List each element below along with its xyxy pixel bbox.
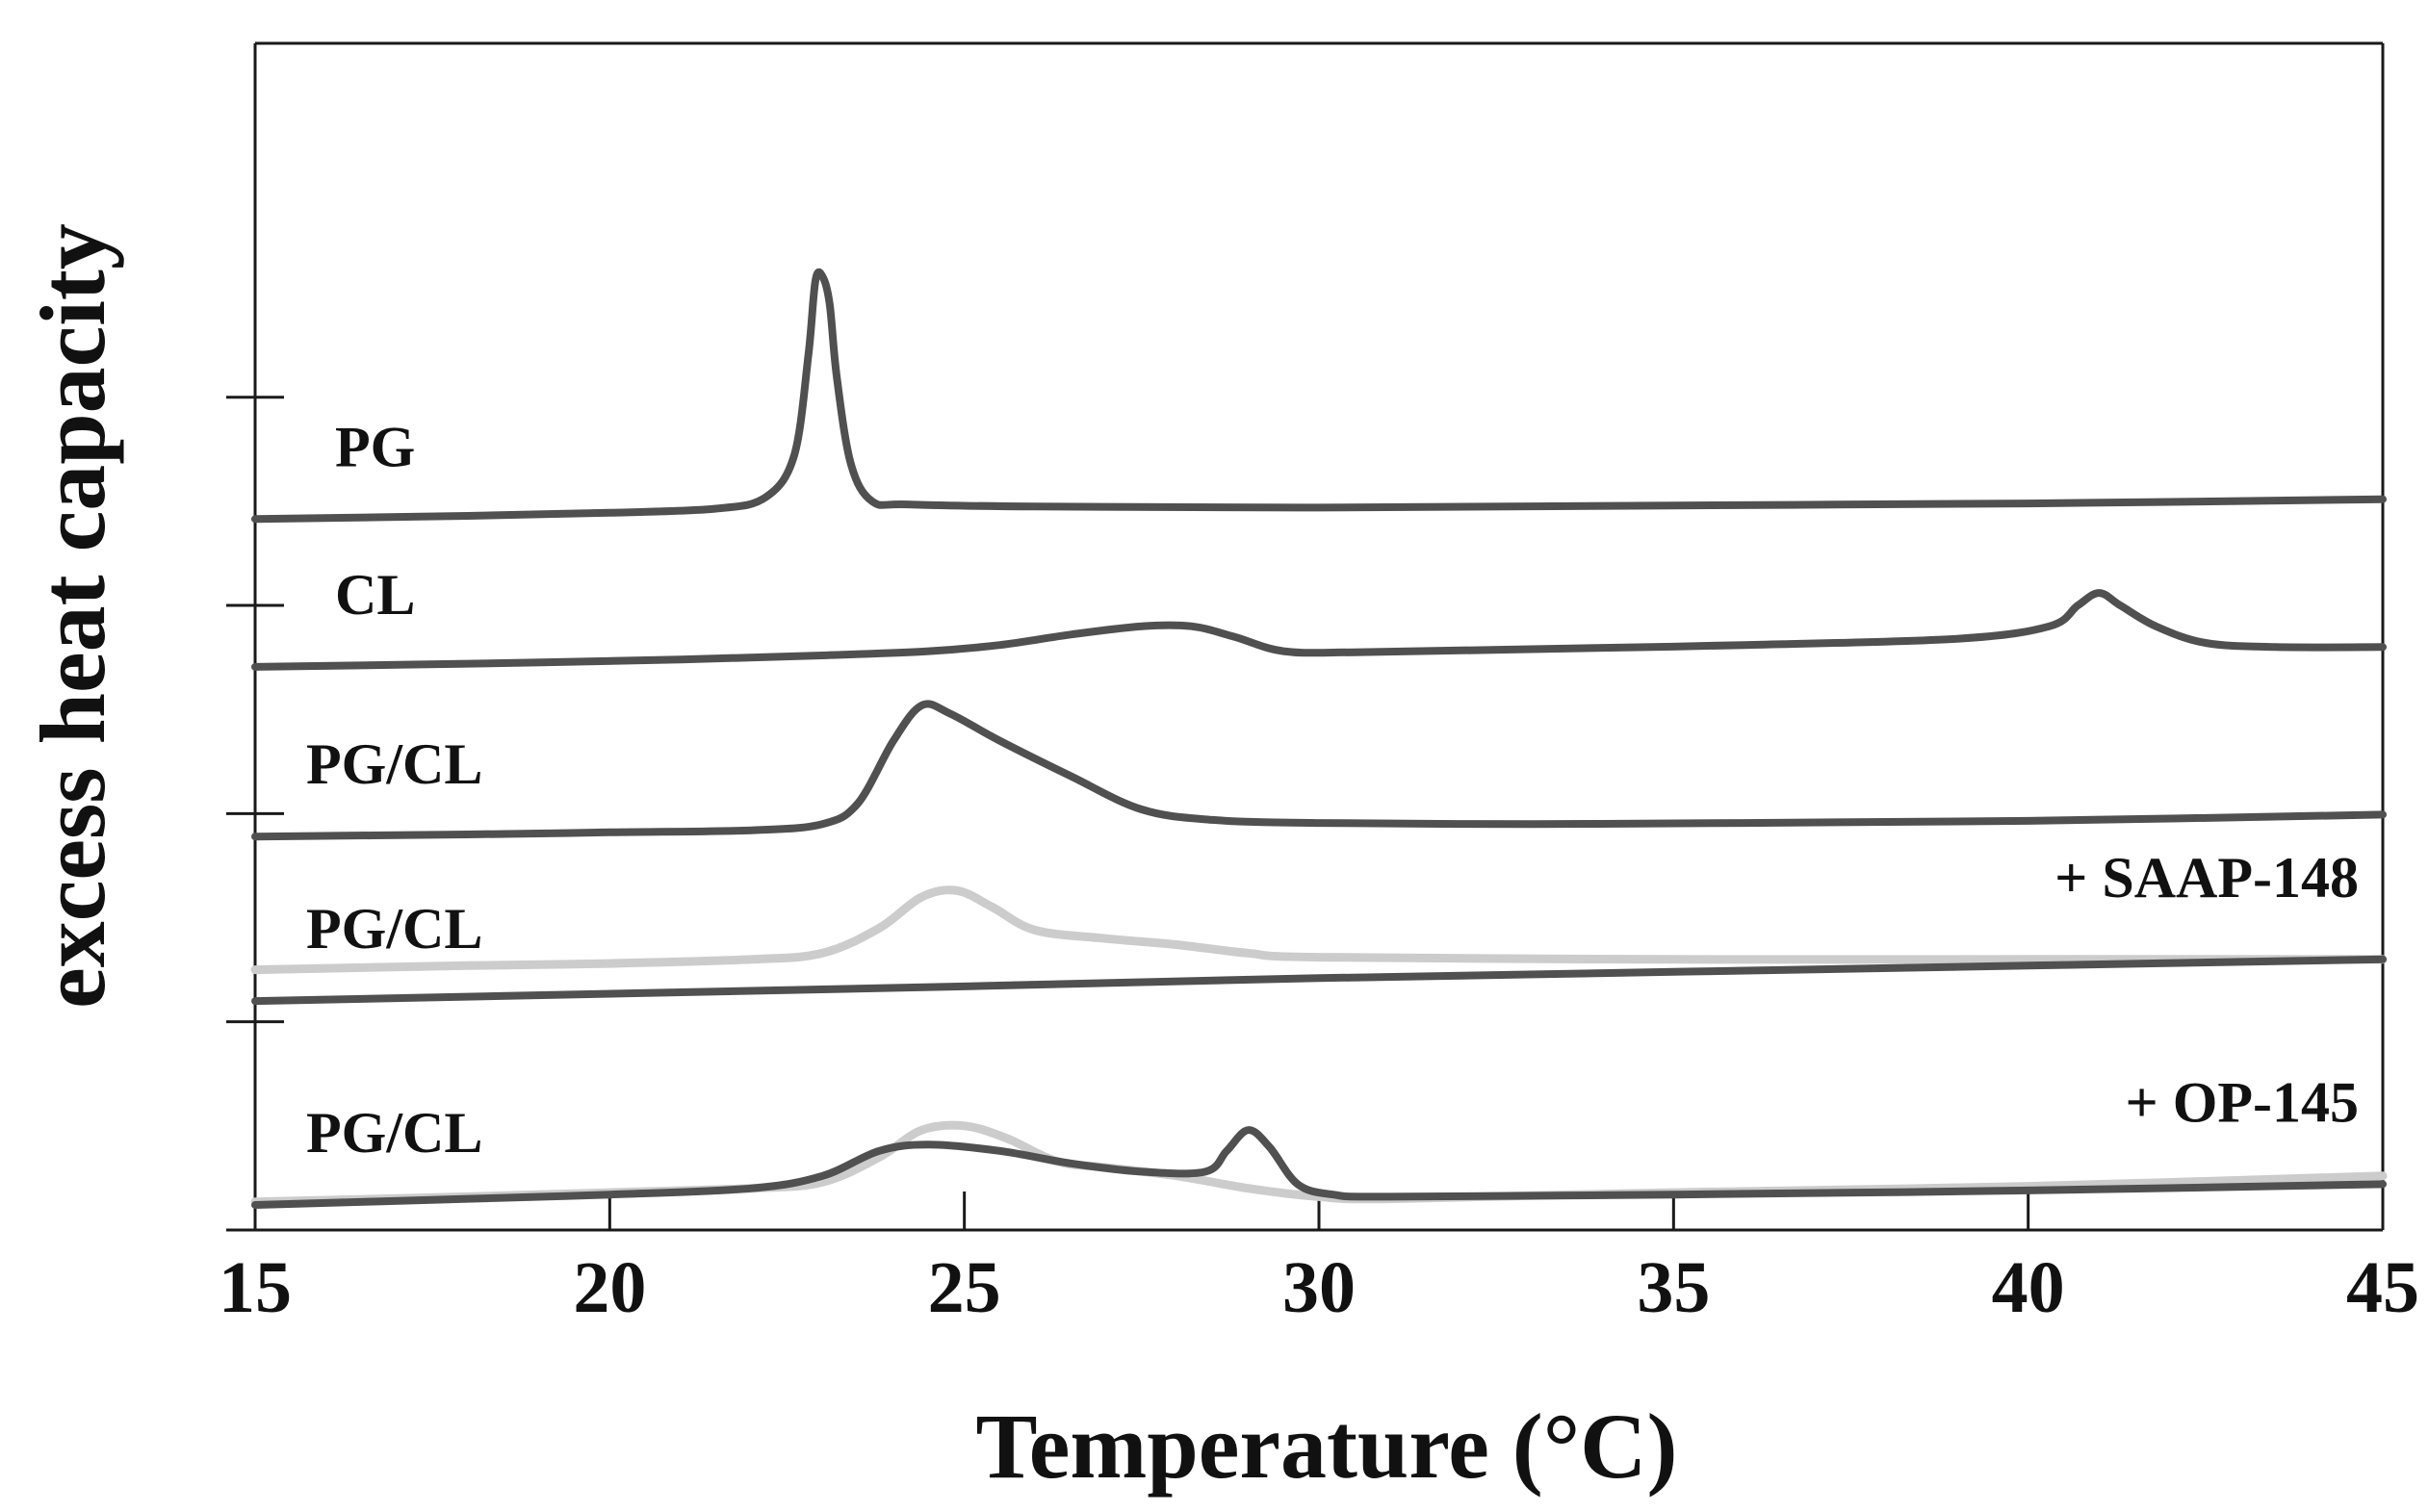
chart-traces: [250, 268, 2388, 1209]
trace-line: [251, 955, 2387, 1006]
trace-label: PG: [335, 415, 415, 478]
chart-trace-labels: PG CL PG/CL PG/CL + SAAP-148 PG/CL + OP-145: [306, 415, 2359, 1165]
trace-annotation: + SAAP-148: [2054, 846, 2359, 910]
x-tick-label: 40: [1992, 1247, 2065, 1328]
trace-line: [251, 589, 2387, 671]
trace-label: PG/CL: [306, 1101, 482, 1165]
trace-label: PG/CL: [306, 732, 482, 796]
x-tick-label: 30: [1282, 1247, 1356, 1328]
trace-label: PG/CL: [306, 897, 482, 961]
y-axis-title: excess heat capacity: [21, 223, 124, 1009]
x-tick-label: 20: [573, 1247, 646, 1328]
reference-trace-line: [250, 885, 2388, 975]
x-tick-label: 15: [219, 1247, 292, 1328]
trace-line: [251, 1126, 2387, 1209]
chart-ticks: 15 20 25 30 35 40 45: [219, 396, 2419, 1328]
chart-axes: [253, 41, 2385, 1232]
x-tick-label: 25: [928, 1247, 1001, 1328]
trace-label: CL: [335, 563, 415, 627]
trace-annotation: + OP-145: [2126, 1070, 2360, 1134]
x-tick-label: 45: [2346, 1247, 2419, 1328]
x-tick-label: 35: [1637, 1247, 1710, 1328]
x-axis-title: Temperature (°C): [976, 1395, 1678, 1498]
trace-line: [251, 700, 2387, 841]
trace-line: [251, 268, 2387, 524]
